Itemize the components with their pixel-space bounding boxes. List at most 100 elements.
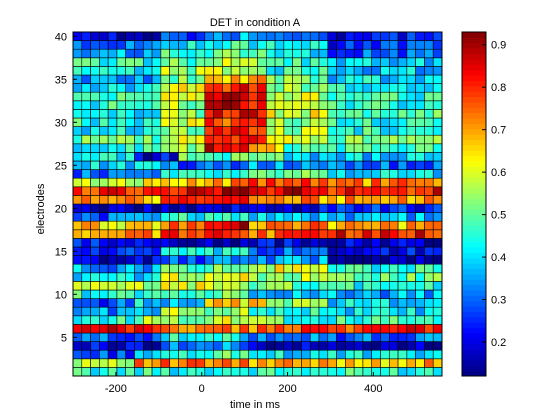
heatmap-cell — [204, 169, 214, 179]
heatmap-cell — [116, 134, 127, 145]
heatmap-cell — [230, 186, 241, 196]
heatmap-cell — [301, 306, 311, 317]
heatmap-cell — [380, 203, 390, 213]
heatmap-cell — [345, 212, 355, 222]
heatmap-cell — [90, 109, 100, 119]
heatmap-cell — [406, 74, 416, 84]
colorbar-swatch — [462, 58, 486, 65]
heatmap-cell — [134, 281, 144, 291]
heatmap-cell — [345, 341, 355, 351]
heatmap-cell — [186, 40, 197, 50]
heatmap-cell — [125, 186, 135, 196]
heatmap-cell — [169, 109, 179, 119]
heatmap-cell — [265, 83, 276, 93]
heatmap-cell — [195, 341, 206, 351]
heatmap-cell — [99, 117, 109, 127]
heatmap-cell — [406, 186, 416, 196]
heatmap-cell — [424, 152, 434, 162]
heatmap-cell — [265, 100, 276, 110]
heatmap-cell — [160, 100, 170, 110]
heatmap-cell — [81, 315, 91, 325]
heatmap-cell — [230, 238, 241, 248]
heatmap-cell — [178, 315, 188, 325]
heatmap-cell — [213, 332, 223, 342]
heatmap-cell — [142, 255, 153, 265]
chart-title: DET in condition A — [210, 17, 301, 29]
heatmap-cell — [318, 186, 329, 196]
heatmap-cell — [239, 143, 250, 153]
heatmap-cell — [72, 315, 83, 325]
heatmap-cell — [257, 109, 267, 119]
heatmap-cell — [90, 48, 100, 59]
heatmap-cell — [213, 126, 223, 136]
heatmap-cell — [265, 272, 276, 282]
heatmap-cell — [274, 109, 285, 119]
heatmap-cell — [239, 238, 250, 248]
heatmap-cell — [125, 152, 135, 162]
heatmap-cell — [309, 66, 320, 76]
heatmap-cell — [142, 160, 153, 170]
colorbar-swatch — [462, 306, 486, 313]
heatmap-cell — [397, 186, 408, 196]
heatmap-cell — [265, 229, 276, 239]
heatmap-cell — [371, 212, 381, 222]
heatmap-cell — [424, 289, 434, 299]
heatmap-cell — [257, 349, 267, 360]
heatmap-cell — [415, 281, 425, 291]
heatmap-cell — [265, 315, 276, 325]
heatmap-cell — [371, 332, 381, 342]
heatmap-cell — [309, 91, 320, 102]
heatmap-cell — [274, 367, 285, 377]
heatmap-cell — [353, 57, 364, 67]
heatmap-cell — [388, 255, 399, 265]
heatmap-cell — [301, 134, 311, 145]
colorbar-swatch — [462, 75, 486, 81]
heatmap-cell — [81, 220, 91, 231]
heatmap-cell — [230, 212, 241, 222]
heatmap-cell — [265, 255, 276, 265]
heatmap-cell — [309, 57, 320, 67]
heatmap-cell — [186, 358, 197, 368]
heatmap-cell — [204, 152, 214, 162]
heatmap-cell — [107, 349, 118, 360]
heatmap-cell — [151, 40, 162, 50]
heatmap-cell — [397, 57, 408, 67]
heatmap-cell — [336, 324, 346, 334]
heatmap-cell — [327, 143, 337, 153]
heatmap-cell — [274, 203, 285, 213]
heatmap-cell — [424, 306, 434, 317]
heatmap-cell — [371, 289, 381, 299]
heatmap-cell — [151, 57, 162, 67]
heatmap-cell — [362, 117, 373, 127]
heatmap-cell — [415, 272, 425, 282]
heatmap-cell — [327, 358, 337, 368]
heatmap-cell — [248, 91, 258, 102]
heatmap-cell — [72, 220, 83, 231]
heatmap-cell — [274, 83, 285, 93]
heatmap-cell — [388, 143, 399, 153]
heatmap-cell — [151, 48, 162, 59]
heatmap-cell — [406, 298, 416, 308]
heatmap-cell — [99, 48, 109, 59]
heatmap-cell — [178, 126, 188, 136]
heatmap-cell — [90, 315, 100, 325]
heatmap-cell — [142, 332, 153, 342]
heatmap-cell — [309, 349, 320, 360]
heatmap-cell — [125, 238, 135, 248]
heatmap-cell — [160, 289, 170, 299]
heatmap-cell — [81, 48, 91, 59]
heatmap-cell — [265, 195, 276, 205]
heatmap-cell — [424, 40, 434, 50]
heatmap-cell — [432, 31, 443, 41]
heatmap-cell — [169, 255, 179, 265]
heatmap-cell — [248, 306, 258, 317]
heatmap-cell — [274, 143, 285, 153]
heatmap-cell — [178, 195, 188, 205]
heatmap-cell — [424, 341, 434, 351]
heatmap-cell — [222, 109, 232, 119]
heatmap-cell — [107, 212, 118, 222]
heatmap-cell — [371, 31, 381, 41]
heatmap-cell — [301, 160, 311, 170]
heatmap-cell — [160, 332, 170, 342]
heatmap-cell — [81, 358, 91, 368]
